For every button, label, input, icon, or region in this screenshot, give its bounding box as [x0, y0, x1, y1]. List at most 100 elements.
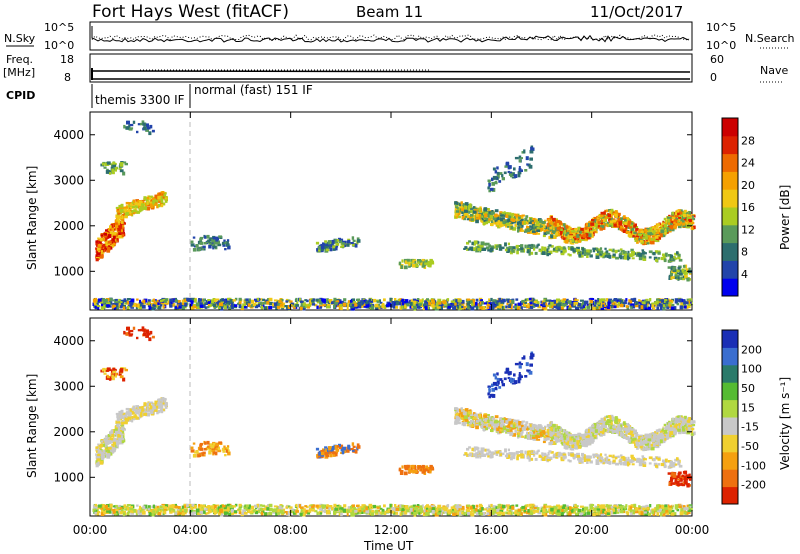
- power-echo: [630, 298, 635, 302]
- power-echo: [133, 199, 136, 204]
- power-echo: [115, 303, 119, 306]
- power-echo: [465, 215, 469, 218]
- power-echo: [586, 254, 589, 258]
- power-echo: [97, 237, 100, 240]
- power-echo: [617, 302, 620, 306]
- power-echo: [556, 298, 560, 302]
- velocity-echo: [322, 510, 326, 513]
- power-echo: [130, 209, 133, 213]
- power-echo: [206, 306, 210, 309]
- velocity-echo: [526, 504, 529, 508]
- power-echo: [546, 252, 551, 256]
- power-echo: [684, 264, 688, 269]
- power-echo: [363, 305, 367, 308]
- velocity-echo: [300, 508, 303, 513]
- nave-tick-top: 60: [710, 53, 724, 66]
- power-echo: [668, 302, 672, 306]
- power-echo: [262, 298, 265, 301]
- power-echo: [193, 245, 197, 248]
- power-echo: [548, 302, 552, 305]
- power-echo: [199, 241, 204, 245]
- power-echo: [464, 202, 469, 206]
- power-echo: [95, 258, 99, 262]
- power-echo: [418, 299, 423, 302]
- colorbar-swatch: [722, 278, 738, 297]
- power-echo: [342, 302, 346, 307]
- power-echo: [328, 244, 332, 247]
- velocity-echo: [96, 511, 101, 514]
- power-echo: [368, 298, 372, 303]
- power-echo: [684, 275, 688, 279]
- velocity-echo: [473, 511, 477, 514]
- power-echo: [514, 223, 517, 227]
- power-echo: [95, 240, 99, 243]
- power-echo: [558, 229, 562, 232]
- power-echo: [642, 301, 646, 305]
- velocity-echo: [492, 505, 497, 509]
- power-echo: [494, 219, 499, 223]
- power-echo: [549, 223, 553, 227]
- power-echo: [588, 298, 591, 301]
- power-echo: [459, 298, 462, 301]
- power-echo: [495, 216, 500, 221]
- velocity-echo: [613, 504, 617, 508]
- power-echo: [104, 241, 108, 245]
- power-echo: [478, 248, 482, 251]
- velocity-echo: [367, 512, 371, 515]
- velocity-echo: [316, 511, 319, 515]
- power-echo: [488, 211, 493, 215]
- velocity-echo: [685, 511, 689, 515]
- power-echo: [225, 243, 228, 247]
- power-echo: [585, 249, 590, 253]
- power-echo: [625, 230, 628, 234]
- power-echo: [492, 175, 497, 180]
- power-echo: [151, 306, 155, 311]
- power-echo: [659, 223, 663, 228]
- power-echo: [199, 302, 203, 306]
- power-echo: [538, 224, 541, 228]
- power-echo: [415, 303, 420, 308]
- power-echo: [605, 252, 608, 257]
- power-echo: [428, 302, 431, 306]
- power-echo: [135, 199, 139, 203]
- power-echo: [464, 205, 467, 210]
- power-echo: [223, 305, 227, 310]
- power-echo: [524, 301, 528, 304]
- velocity-echo: [461, 511, 464, 515]
- power-echo: [503, 219, 506, 222]
- power-echo: [654, 303, 659, 307]
- power-echo: [670, 222, 673, 226]
- power-echo: [119, 235, 124, 239]
- power-echo: [295, 297, 298, 302]
- power-echo: [370, 300, 374, 303]
- power-echo: [467, 215, 470, 218]
- power-echo: [426, 298, 429, 301]
- power-echo: [224, 241, 227, 244]
- power-echo: [550, 235, 554, 239]
- velocity-echo: [307, 509, 312, 513]
- velocity-echo: [156, 505, 159, 509]
- power-echo: [395, 305, 399, 309]
- velocity-echo: [157, 508, 160, 512]
- power-echo: [114, 168, 117, 172]
- power-echo: [160, 197, 164, 201]
- power-echo: [560, 306, 564, 310]
- power-echo: [333, 304, 336, 309]
- power-echo: [424, 300, 427, 304]
- power-echo: [475, 249, 479, 253]
- power-echo: [575, 306, 579, 310]
- power-echo: [552, 230, 556, 233]
- power-echo: [192, 305, 196, 309]
- power-echo: [117, 235, 122, 239]
- power-echo: [138, 304, 142, 307]
- velocity-echo: [360, 510, 364, 514]
- power-echo: [481, 306, 486, 310]
- velocity-echo: [273, 505, 278, 508]
- power-echo: [485, 219, 489, 223]
- power-echo: [290, 304, 293, 307]
- power-echo: [517, 226, 521, 229]
- power-echo: [431, 299, 435, 302]
- power-echo: [376, 300, 380, 303]
- power-echo: [296, 301, 299, 305]
- power-echo: [459, 202, 462, 207]
